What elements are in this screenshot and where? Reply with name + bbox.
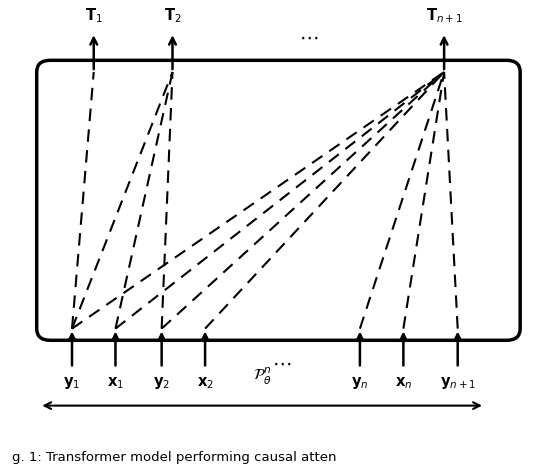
Text: $\mathbf{y}_2$: $\mathbf{y}_2$ bbox=[153, 375, 170, 392]
Text: $\mathbf{x}_1$: $\mathbf{x}_1$ bbox=[107, 375, 124, 391]
Text: $\cdots$: $\cdots$ bbox=[271, 354, 291, 373]
Text: $\mathbf{T}_2$: $\mathbf{T}_2$ bbox=[164, 7, 181, 25]
Text: g. 1: Transformer model performing causal atten: g. 1: Transformer model performing causa… bbox=[12, 451, 337, 464]
Text: $\mathbf{y}_n$: $\mathbf{y}_n$ bbox=[351, 375, 369, 392]
FancyBboxPatch shape bbox=[37, 60, 520, 340]
Text: $\mathbf{T}_1$: $\mathbf{T}_1$ bbox=[85, 7, 103, 25]
Text: $\mathbf{y}_{n+1}$: $\mathbf{y}_{n+1}$ bbox=[440, 375, 476, 392]
Text: $\mathbf{T}_{n+1}$: $\mathbf{T}_{n+1}$ bbox=[426, 7, 462, 25]
Text: $\mathbf{x}_n$: $\mathbf{x}_n$ bbox=[395, 375, 412, 391]
Text: $\cdots$: $\cdots$ bbox=[299, 27, 318, 47]
Text: $\mathbf{y}_1$: $\mathbf{y}_1$ bbox=[63, 375, 81, 392]
Text: $\mathbf{x}_2$: $\mathbf{x}_2$ bbox=[197, 375, 213, 391]
Text: $\mathcal{P}^n_\theta$: $\mathcal{P}^n_\theta$ bbox=[253, 366, 271, 387]
